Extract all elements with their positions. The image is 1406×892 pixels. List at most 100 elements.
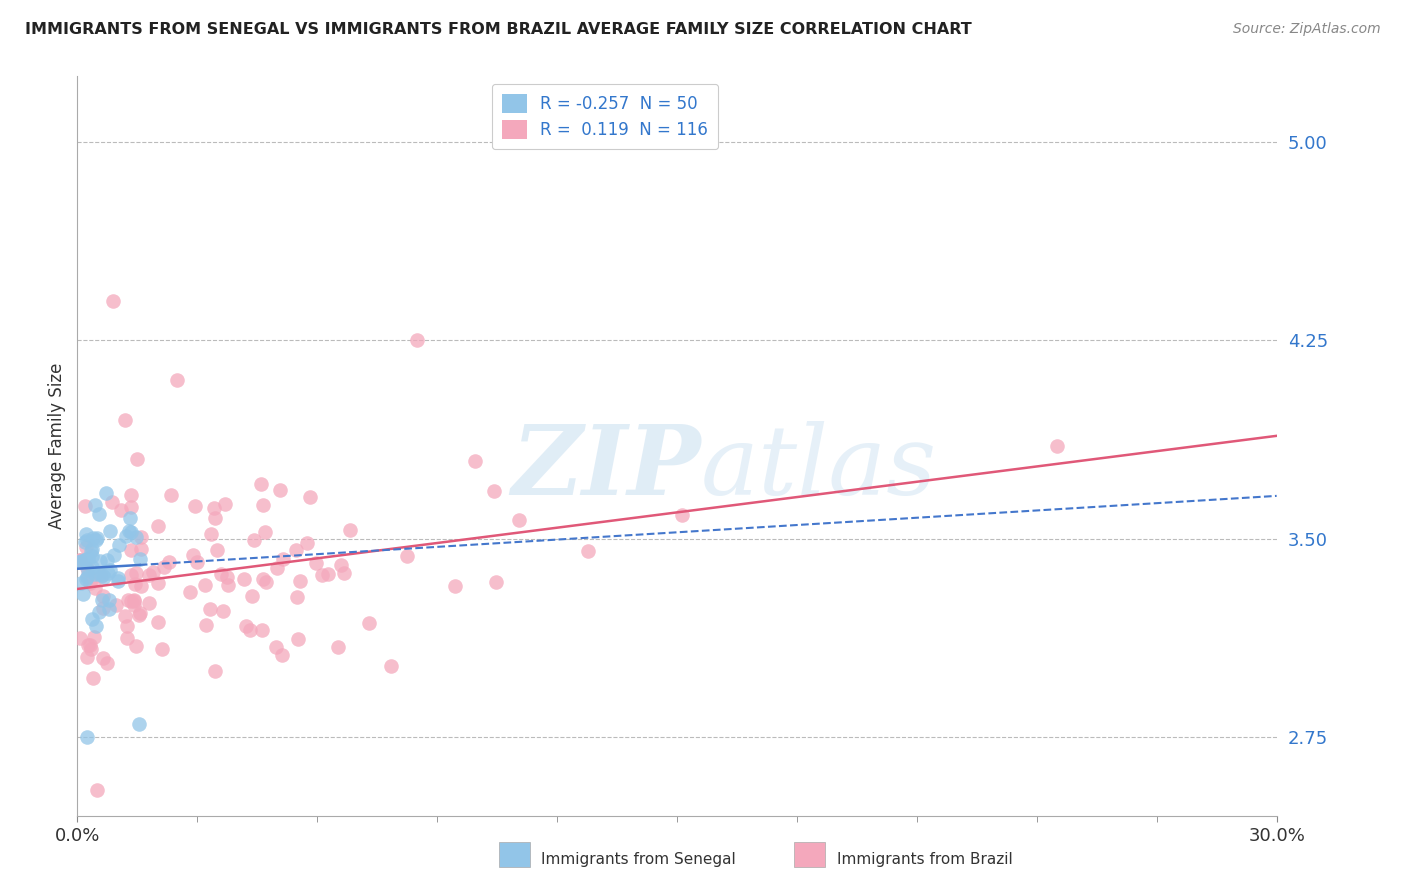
- Point: [250, 624, 273, 638]
- Point: [87, 507, 110, 521]
- Text: ZIP: ZIP: [512, 421, 702, 516]
- Point: [252, 572, 274, 586]
- Point: [76, 533, 98, 547]
- Point: [76, 552, 98, 566]
- Point: [129, 607, 152, 621]
- Point: [75, 551, 97, 566]
- Point: [86, 782, 108, 797]
- Point: [166, 373, 188, 387]
- Point: [80, 642, 103, 657]
- Point: [194, 577, 217, 591]
- Point: [100, 495, 122, 509]
- Point: [198, 601, 221, 615]
- Point: [75, 553, 97, 567]
- Point: [181, 548, 204, 562]
- Point: [107, 574, 129, 589]
- Point: [75, 540, 97, 554]
- Point: [70, 576, 93, 591]
- Point: [97, 566, 120, 580]
- Point: [270, 648, 292, 662]
- Point: [179, 584, 201, 599]
- Point: [406, 333, 429, 347]
- Point: [269, 483, 291, 497]
- Point: [128, 607, 150, 622]
- Point: [142, 565, 165, 579]
- Point: [96, 486, 118, 500]
- Point: [89, 605, 111, 619]
- Point: [75, 572, 97, 586]
- Point: [138, 596, 160, 610]
- Point: [83, 581, 105, 595]
- Point: [96, 656, 118, 670]
- Point: [157, 555, 180, 569]
- Point: [396, 549, 419, 564]
- Point: [332, 566, 354, 581]
- Point: [80, 541, 103, 556]
- Point: [120, 500, 142, 514]
- Point: [184, 500, 207, 514]
- Point: [76, 650, 98, 665]
- Point: [329, 558, 352, 572]
- Point: [339, 524, 361, 538]
- Point: [485, 575, 508, 590]
- Point: [114, 609, 136, 624]
- Point: [122, 594, 145, 608]
- Point: [86, 531, 108, 545]
- Point: [98, 563, 121, 577]
- Point: [91, 589, 114, 603]
- Point: [508, 512, 530, 526]
- Point: [209, 567, 232, 582]
- Point: [266, 561, 288, 575]
- Point: [239, 623, 262, 637]
- Point: [1046, 439, 1069, 453]
- Point: [128, 551, 150, 566]
- Point: [287, 632, 309, 646]
- Point: [117, 593, 139, 607]
- Point: [122, 592, 145, 607]
- Point: [125, 566, 148, 580]
- Point: [316, 566, 339, 581]
- Point: [252, 498, 274, 512]
- Point: [79, 576, 101, 591]
- Point: [146, 615, 169, 629]
- Point: [69, 553, 91, 567]
- Legend: R = -0.257  N = 50, R =  0.119  N = 116: R = -0.257 N = 50, R = 0.119 N = 116: [492, 84, 718, 149]
- Point: [84, 533, 107, 547]
- Point: [117, 619, 139, 633]
- Point: [91, 651, 114, 665]
- Point: [125, 530, 148, 544]
- Point: [115, 631, 138, 645]
- Text: atlas: atlas: [702, 421, 938, 516]
- Point: [207, 543, 229, 558]
- Point: [204, 664, 226, 678]
- Point: [195, 618, 218, 632]
- Point: [212, 604, 235, 618]
- Point: [107, 539, 129, 553]
- Point: [83, 630, 105, 644]
- Point: [89, 567, 111, 582]
- Point: [129, 530, 152, 544]
- Point: [444, 579, 467, 593]
- Point: [120, 593, 142, 607]
- Point: [284, 542, 307, 557]
- Point: [72, 586, 94, 600]
- Point: [69, 632, 91, 646]
- Text: Source: ZipAtlas.com: Source: ZipAtlas.com: [1233, 22, 1381, 37]
- Point: [243, 533, 266, 547]
- Point: [125, 639, 148, 653]
- Point: [82, 549, 104, 564]
- Point: [103, 293, 125, 308]
- Point: [254, 574, 277, 589]
- Point: [80, 544, 103, 558]
- Point: [120, 524, 142, 539]
- Point: [153, 560, 176, 574]
- Point: [82, 559, 104, 574]
- Point: [96, 553, 118, 567]
- Point: [75, 527, 97, 541]
- Point: [93, 570, 115, 584]
- Point: [69, 553, 91, 567]
- Point: [671, 508, 693, 522]
- Point: [77, 563, 100, 577]
- Point: [128, 716, 150, 731]
- Point: [118, 524, 141, 539]
